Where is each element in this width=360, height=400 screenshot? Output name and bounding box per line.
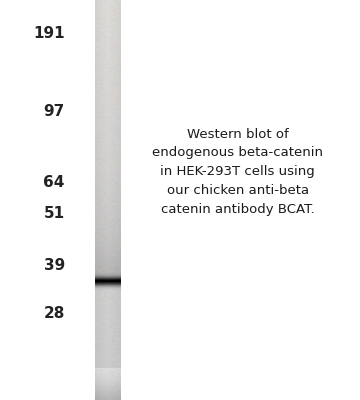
Text: 39: 39 [44,258,65,274]
Text: Western blot of
endogenous beta-catenin
in HEK-293T cells using
our chicken anti: Western blot of endogenous beta-catenin … [152,128,323,216]
Text: 64: 64 [44,174,65,190]
Text: 28: 28 [44,306,65,322]
Text: 191: 191 [33,26,65,42]
Text: 97: 97 [44,104,65,120]
Text: 51: 51 [44,206,65,222]
